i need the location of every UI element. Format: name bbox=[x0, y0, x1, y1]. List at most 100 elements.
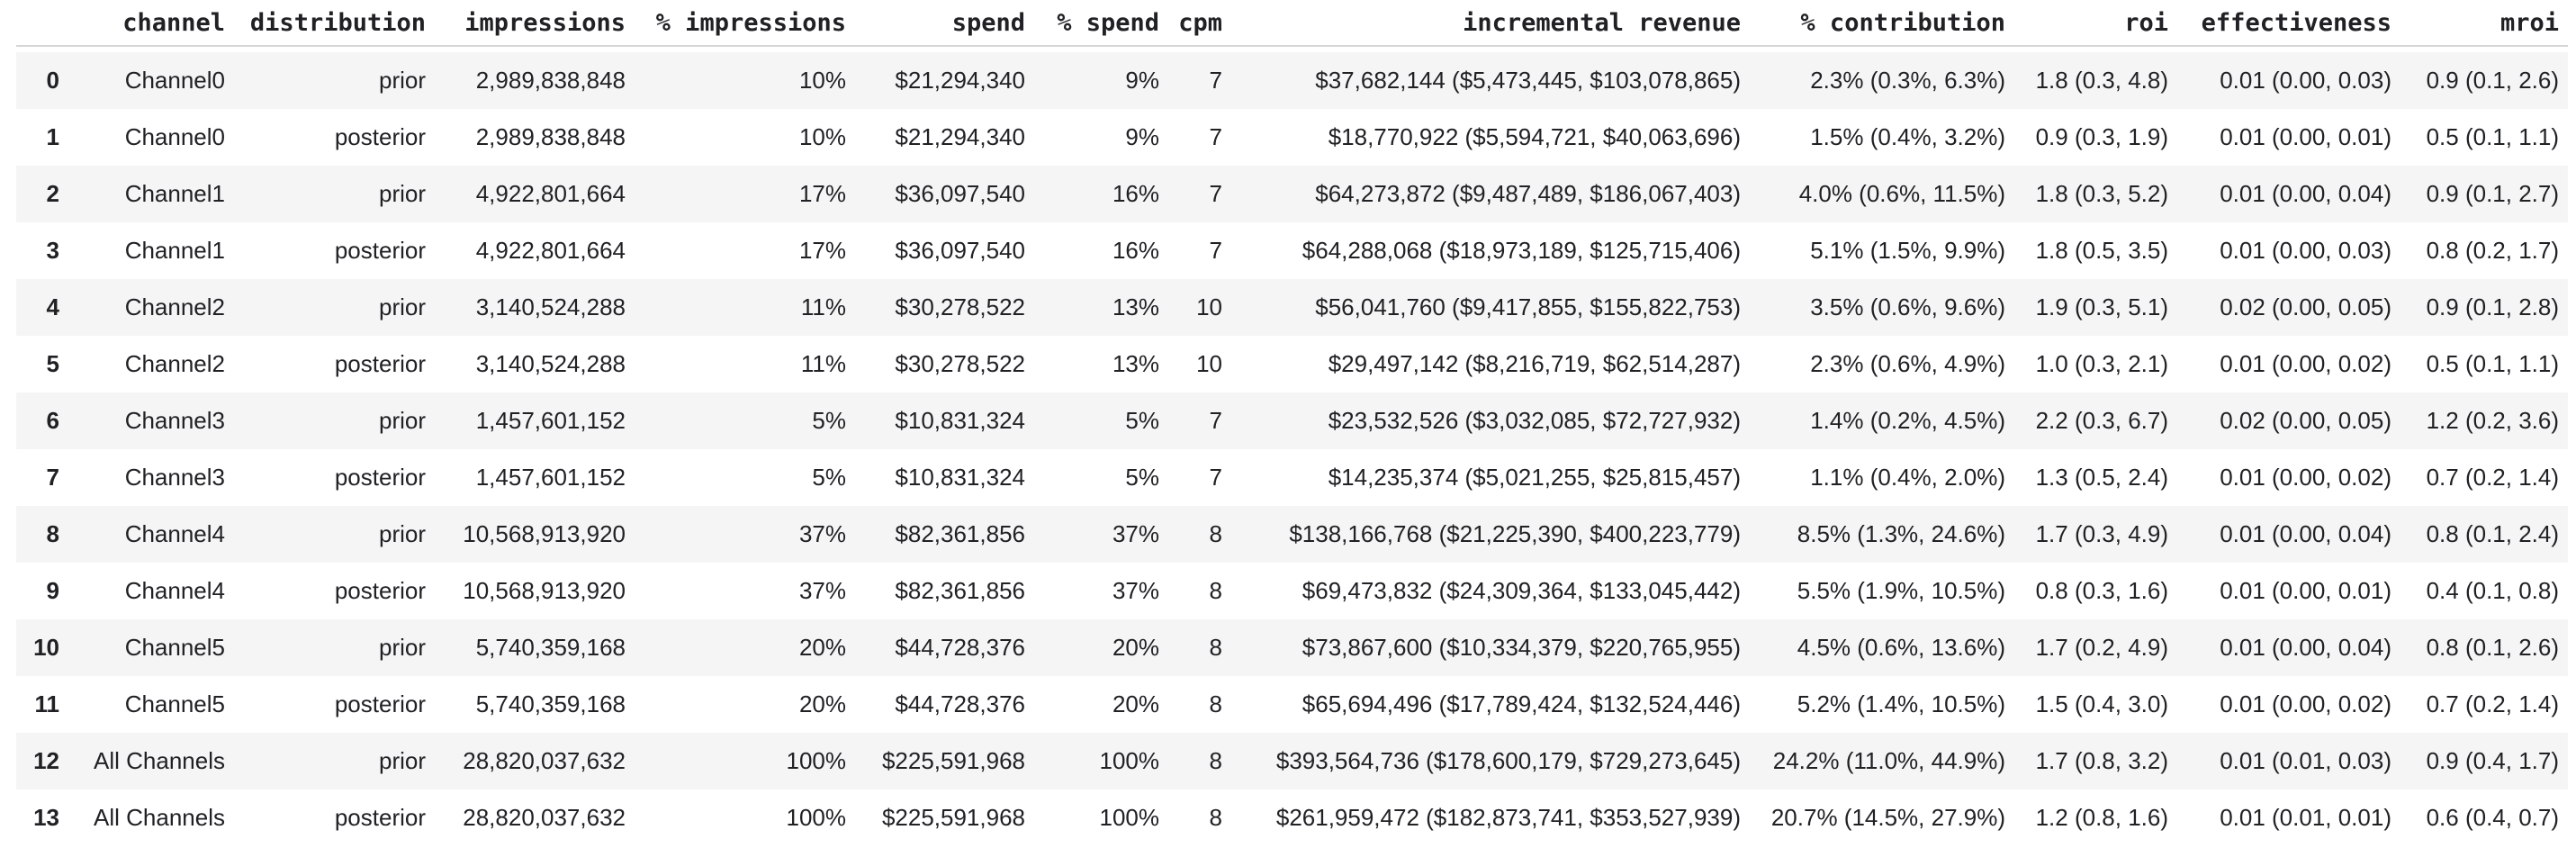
cell-impressions: 28,820,037,632 bbox=[463, 804, 626, 831]
cell-pct-impressions: 5% bbox=[812, 464, 846, 491]
cell-spend: $36,097,540 bbox=[895, 237, 1025, 264]
cell-roi: 2.2 (0.3, 6.7) bbox=[2035, 407, 2168, 434]
table-row: 11 Channel5 posterior 5,740,359,168 20% … bbox=[16, 676, 2568, 733]
cell-distribution: posterior bbox=[334, 464, 426, 491]
cell-mroi: 0.9 (0.1, 2.8) bbox=[2426, 293, 2559, 320]
cell-roi: 1.8 (0.3, 4.8) bbox=[2035, 67, 2168, 94]
cell-row-index: 13 bbox=[33, 804, 59, 831]
cell-spend: $21,294,340 bbox=[895, 67, 1025, 94]
cell-impressions: 10,568,913,920 bbox=[463, 520, 626, 547]
cell-mroi: 0.6 (0.4, 0.7) bbox=[2426, 804, 2559, 831]
cell-cpm: 8 bbox=[1209, 634, 1222, 661]
cell-pct-contribution: 5.2% (1.4%, 10.5%) bbox=[1797, 690, 2005, 717]
cell-pct-spend: 9% bbox=[1125, 67, 1159, 94]
cell-pct-impressions: 37% bbox=[798, 577, 846, 604]
col-header-effectiveness: effectiveness bbox=[2201, 8, 2391, 37]
cell-pct-contribution: 3.5% (0.6%, 9.6%) bbox=[1810, 293, 2005, 320]
cell-spend: $30,278,522 bbox=[895, 350, 1025, 377]
cell-pct-impressions: 37% bbox=[798, 520, 846, 547]
cell-impressions: 5,740,359,168 bbox=[475, 634, 626, 661]
cell-effectiveness: 0.01 (0.00, 0.04) bbox=[2220, 180, 2391, 207]
col-header-distribution: distribution bbox=[249, 8, 426, 37]
cell-incremental-revenue: $56,041,760 ($9,417,855, $155,822,753) bbox=[1315, 293, 1741, 320]
table-header-row: channel distribution impressions % impre… bbox=[16, 0, 2568, 47]
col-header-incremental-revenue: incremental revenue bbox=[1463, 8, 1741, 37]
cell-mroi: 0.9 (0.1, 2.7) bbox=[2426, 180, 2559, 207]
cell-effectiveness: 0.01 (0.00, 0.02) bbox=[2220, 690, 2391, 717]
cell-row-index: 6 bbox=[46, 407, 59, 434]
cell-incremental-revenue: $37,682,144 ($5,473,445, $103,078,865) bbox=[1315, 67, 1741, 94]
cell-pct-impressions: 17% bbox=[798, 237, 846, 264]
cell-channel: Channel4 bbox=[124, 577, 225, 604]
cell-effectiveness: 0.01 (0.00, 0.02) bbox=[2220, 350, 2391, 377]
cell-pct-contribution: 20.7% (14.5%, 27.9%) bbox=[1770, 804, 2005, 831]
cell-channel: Channel0 bbox=[124, 67, 225, 94]
cell-pct-contribution: 2.3% (0.6%, 4.9%) bbox=[1810, 350, 2005, 377]
cell-incremental-revenue: $393,564,736 ($178,600,179, $729,273,645… bbox=[1275, 747, 1741, 774]
cell-effectiveness: 0.02 (0.00, 0.05) bbox=[2220, 407, 2391, 434]
cell-cpm: 10 bbox=[1196, 293, 1222, 320]
cell-row-index: 1 bbox=[46, 123, 59, 150]
cell-distribution: prior bbox=[378, 634, 426, 661]
cell-pct-spend: 100% bbox=[1099, 747, 1160, 774]
cell-impressions: 4,922,801,664 bbox=[475, 237, 626, 264]
cell-incremental-revenue: $65,694,496 ($17,789,424, $132,524,446) bbox=[1302, 690, 1741, 717]
table-row: 9 Channel4 posterior 10,568,913,920 37% … bbox=[16, 563, 2568, 619]
cell-row-index: 7 bbox=[46, 464, 59, 491]
cell-channel: Channel2 bbox=[124, 350, 225, 377]
cell-cpm: 7 bbox=[1209, 237, 1222, 264]
cell-channel: Channel3 bbox=[124, 464, 225, 491]
table-row: 1 Channel0 posterior 2,989,838,848 10% $… bbox=[16, 109, 2568, 166]
cell-impressions: 3,140,524,288 bbox=[475, 293, 626, 320]
cell-pct-contribution: 24.2% (11.0%, 44.9%) bbox=[1772, 747, 2005, 774]
cell-cpm: 8 bbox=[1209, 520, 1222, 547]
cell-pct-impressions: 10% bbox=[798, 123, 846, 150]
cell-mroi: 0.8 (0.2, 1.7) bbox=[2426, 237, 2559, 264]
col-header-spend: spend bbox=[951, 8, 1025, 37]
cell-cpm: 7 bbox=[1209, 67, 1222, 94]
cell-pct-spend: 9% bbox=[1125, 123, 1159, 150]
cell-spend: $82,361,856 bbox=[895, 520, 1025, 547]
cell-channel: Channel5 bbox=[124, 634, 225, 661]
cell-pct-impressions: 20% bbox=[798, 690, 846, 717]
cell-mroi: 0.8 (0.1, 2.6) bbox=[2426, 634, 2559, 661]
cell-row-index: 11 bbox=[34, 690, 60, 717]
cell-incremental-revenue: $64,288,068 ($18,973,189, $125,715,406) bbox=[1302, 237, 1741, 264]
cell-pct-impressions: 11% bbox=[800, 293, 846, 320]
cell-impressions: 3,140,524,288 bbox=[475, 350, 626, 377]
cell-incremental-revenue: $23,532,526 ($3,032,085, $72,727,932) bbox=[1328, 407, 1741, 434]
cell-mroi: 0.7 (0.2, 1.4) bbox=[2426, 690, 2559, 717]
cell-cpm: 8 bbox=[1209, 747, 1222, 774]
cell-roi: 1.7 (0.3, 4.9) bbox=[2035, 520, 2168, 547]
cell-distribution: posterior bbox=[334, 350, 426, 377]
table-row: 4 Channel2 prior 3,140,524,288 11% $30,2… bbox=[16, 279, 2568, 336]
cell-pct-contribution: 1.1% (0.4%, 2.0%) bbox=[1810, 464, 2005, 491]
cell-cpm: 7 bbox=[1209, 123, 1222, 150]
cell-effectiveness: 0.01 (0.00, 0.04) bbox=[2220, 634, 2391, 661]
cell-pct-impressions: 20% bbox=[798, 634, 846, 661]
cell-pct-spend: 37% bbox=[1112, 577, 1159, 604]
cell-pct-impressions: 17% bbox=[798, 180, 846, 207]
cell-pct-contribution: 1.5% (0.4%, 3.2%) bbox=[1810, 123, 2005, 150]
cell-incremental-revenue: $14,235,374 ($5,021,255, $25,815,457) bbox=[1328, 464, 1741, 491]
table-body: 0 Channel0 prior 2,989,838,848 10% $21,2… bbox=[16, 52, 2568, 846]
cell-impressions: 10,568,913,920 bbox=[463, 577, 626, 604]
cell-distribution: prior bbox=[378, 520, 426, 547]
cell-row-index: 3 bbox=[46, 237, 59, 264]
cell-pct-impressions: 100% bbox=[786, 804, 847, 831]
cell-impressions: 2,989,838,848 bbox=[475, 123, 626, 150]
cell-channel: Channel2 bbox=[124, 293, 225, 320]
cell-mroi: 0.5 (0.1, 1.1) bbox=[2426, 350, 2559, 377]
cell-pct-spend: 37% bbox=[1112, 520, 1159, 547]
cell-impressions: 2,989,838,848 bbox=[475, 67, 626, 94]
cell-mroi: 1.2 (0.2, 3.6) bbox=[2426, 407, 2559, 434]
cell-mroi: 0.4 (0.1, 0.8) bbox=[2426, 577, 2559, 604]
cell-spend: $82,361,856 bbox=[895, 577, 1025, 604]
cell-pct-impressions: 5% bbox=[812, 407, 846, 434]
col-header-roi: roi bbox=[2124, 8, 2168, 37]
cell-distribution: prior bbox=[378, 293, 426, 320]
cell-channel: All Channels bbox=[94, 804, 225, 831]
col-header-channel: channel bbox=[122, 8, 225, 37]
cell-roi: 1.2 (0.8, 1.6) bbox=[2035, 804, 2168, 831]
cell-incremental-revenue: $29,497,142 ($8,216,719, $62,514,287) bbox=[1328, 350, 1741, 377]
